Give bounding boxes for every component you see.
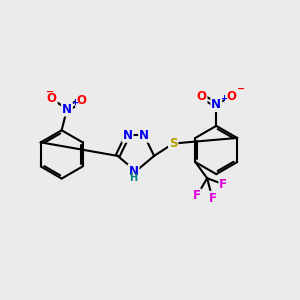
Text: N: N: [123, 129, 133, 142]
Text: +: +: [220, 94, 227, 103]
Text: O: O: [76, 94, 86, 107]
Text: N: N: [62, 103, 72, 116]
Text: S: S: [169, 137, 178, 150]
Text: O: O: [196, 90, 206, 103]
Text: −: −: [237, 84, 245, 94]
Text: F: F: [208, 192, 216, 205]
Text: +: +: [71, 98, 78, 107]
Text: F: F: [219, 178, 227, 191]
Text: O: O: [47, 92, 57, 105]
Text: H: H: [129, 173, 138, 183]
Text: N: N: [128, 165, 139, 178]
Text: O: O: [226, 90, 236, 103]
Text: F: F: [193, 189, 201, 203]
Text: −: −: [46, 87, 54, 97]
Text: N: N: [139, 129, 149, 142]
Text: N: N: [211, 98, 221, 111]
